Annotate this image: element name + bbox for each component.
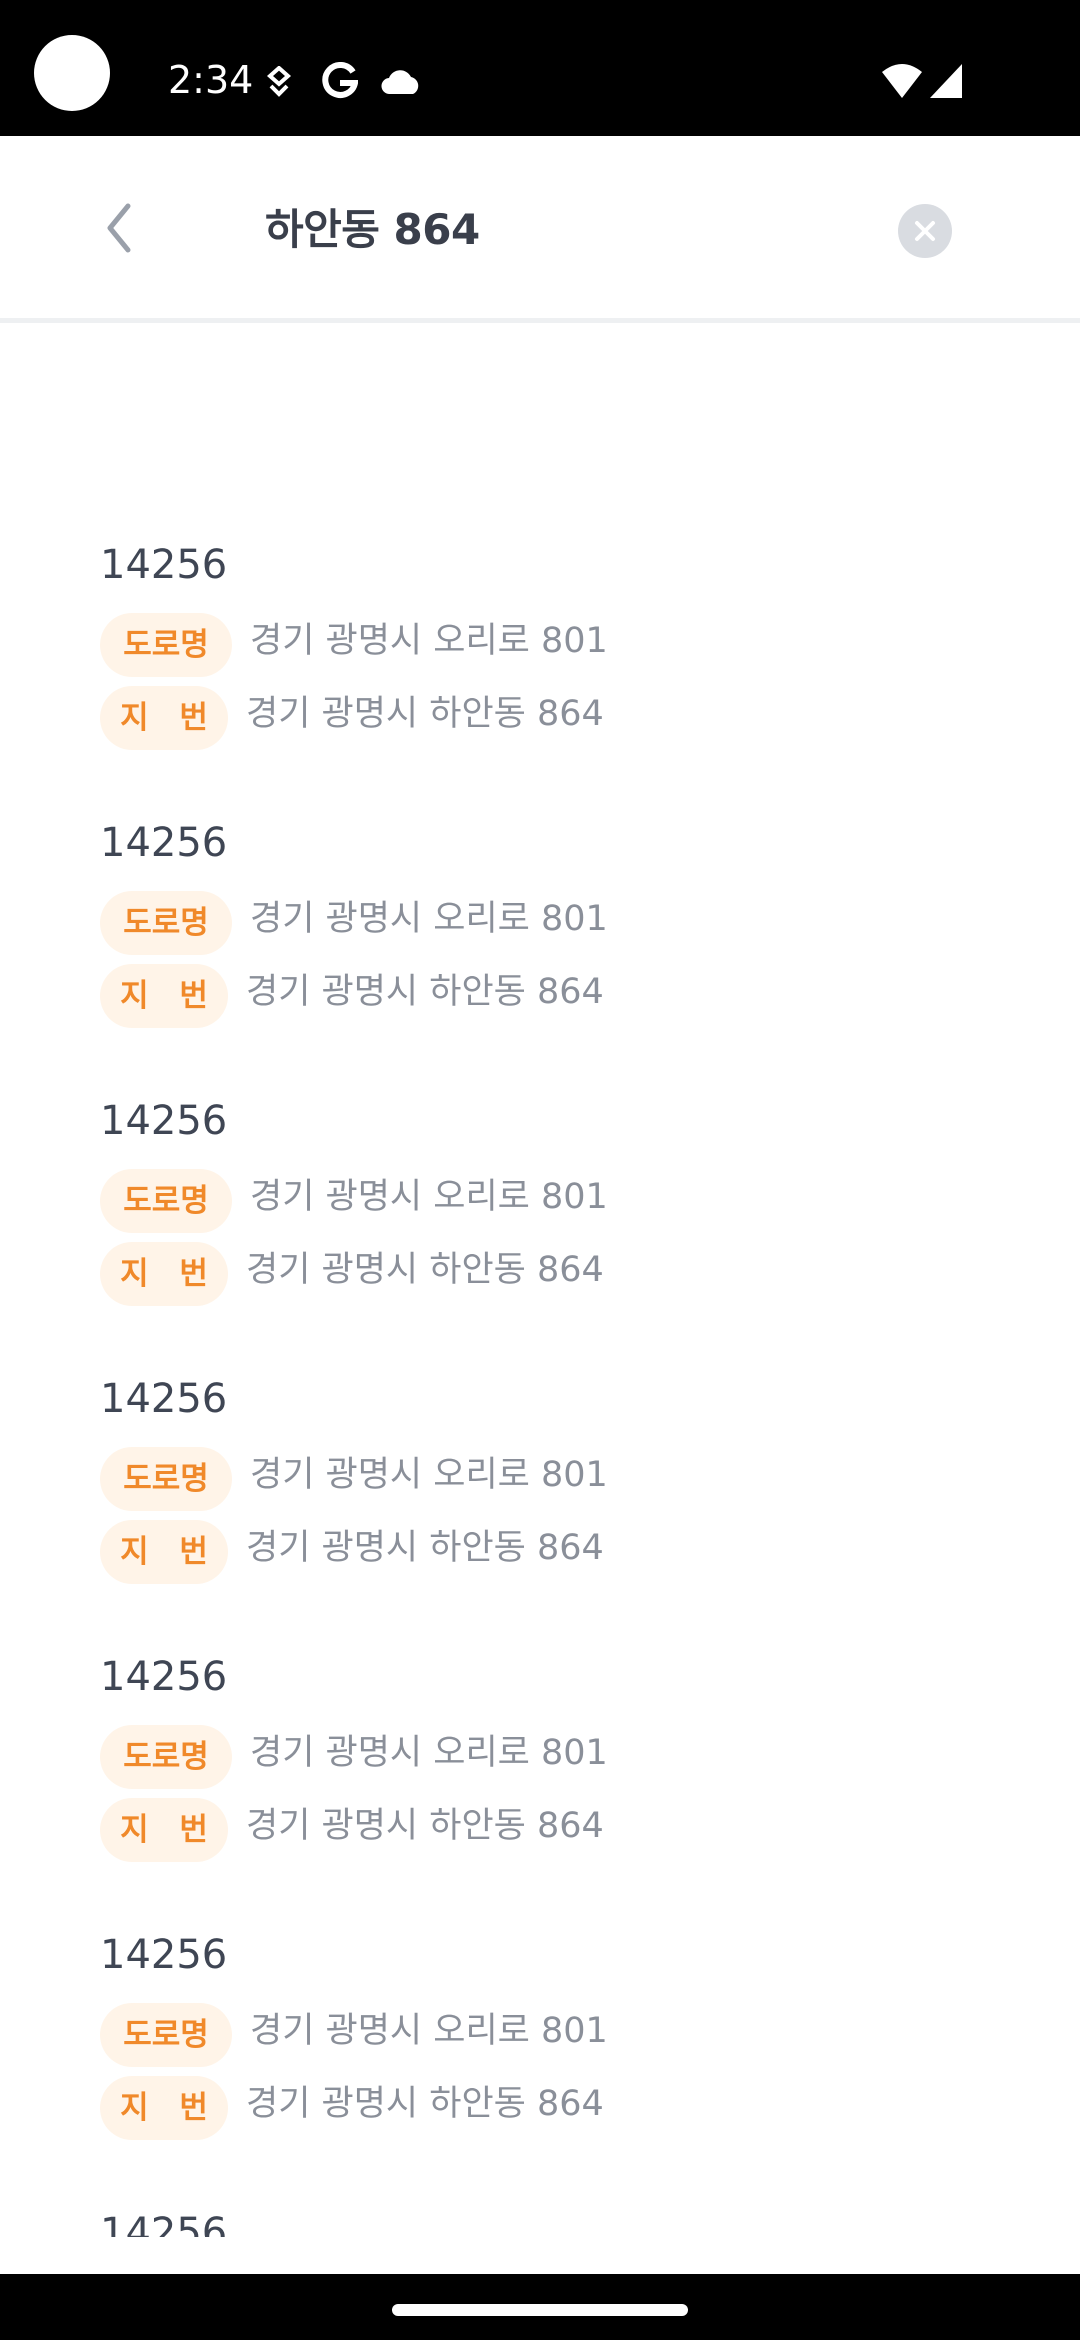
road-name-badge: 도로명 <box>100 2003 232 2067</box>
result-item[interactable]: 14256 도로명 경기 광명시 오리로 801 지 번 경기 광명시 하안동 … <box>100 815 1000 1045</box>
road-address: 경기 광명시 오리로 801 <box>250 1177 608 1217</box>
home-indicator[interactable] <box>392 2304 688 2316</box>
back-button[interactable] <box>90 196 154 260</box>
notification-icon <box>266 66 292 97</box>
result-item[interactable]: 14256 도로명 경기 광명시 오리로 801 지 번 경기 광명시 하안동 … <box>100 1093 1000 1323</box>
result-item[interactable]: 14256 도로명 경기 광명시 오리로 801 지 번 경기 광명시 하안동 … <box>100 537 1000 767</box>
result-item[interactable]: 14256 도로명 경기 광명시 오리로 801 지 번 경기 광명시 하안동 … <box>100 1371 1000 1601</box>
zip-code: 14256 <box>100 1654 228 1700</box>
zip-code: 14256 <box>100 1932 228 1978</box>
lot-address: 경기 광명시 하안동 864 <box>246 2084 604 2124</box>
lot-address: 경기 광명시 하안동 864 <box>246 1528 604 1568</box>
lot-number-badge: 지 번 <box>100 1798 228 1862</box>
address-search-screen: 하안동 864 14256 도로명 경기 광명시 오리로 801 지 번 경기 … <box>0 136 1080 2274</box>
road-name-badge: 도로명 <box>100 1725 232 1789</box>
lot-number-badge: 지 번 <box>100 1520 228 1584</box>
lot-number-badge: 지 번 <box>100 964 228 1028</box>
wifi-icon <box>882 64 922 98</box>
status-bar: 2:34 <box>0 0 1080 136</box>
status-time: 2:34 <box>168 58 254 102</box>
road-name-badge: 도로명 <box>100 891 232 955</box>
zip-code: 14256 <box>100 820 228 866</box>
road-address: 경기 광명시 오리로 801 <box>250 1733 608 1773</box>
close-icon <box>915 221 935 241</box>
zip-code: 14256 <box>100 542 228 588</box>
lot-number-badge: 지 번 <box>100 1242 228 1306</box>
search-input[interactable]: 하안동 864 <box>265 205 480 254</box>
lot-address: 경기 광명시 하안동 864 <box>246 1806 604 1846</box>
search-header: 하안동 864 <box>0 136 1080 323</box>
result-item[interactable]: 14256 도로명 경기 광명시 오리로 801 지 번 경기 광명시 하안동 … <box>100 1927 1000 2157</box>
lot-address: 경기 광명시 하안동 864 <box>246 694 604 734</box>
zip-code: 14256 <box>100 1098 228 1144</box>
result-item[interactable]: 14256 도로명 경기 광명시 오리로 801 지 번 경기 광명시 하안동 … <box>100 1649 1000 1879</box>
lot-address: 경기 광명시 하안동 864 <box>246 972 604 1012</box>
road-name-badge: 도로명 <box>100 1447 232 1511</box>
signal-icon <box>930 64 962 98</box>
camera-cutout <box>34 35 110 111</box>
lot-number-badge: 지 번 <box>100 686 228 750</box>
road-name-badge: 도로명 <box>100 613 232 677</box>
result-item[interactable]: 14256 도로명 경기 광명시 오리로 801 지 번 경기 광명시 하안동 … <box>100 2205 1000 2237</box>
road-name-badge: 도로명 <box>100 1169 232 1233</box>
zip-code: 14256 <box>100 2210 228 2237</box>
zip-code: 14256 <box>100 1376 228 1422</box>
lot-address: 경기 광명시 하안동 864 <box>246 1250 604 1290</box>
road-address: 경기 광명시 오리로 801 <box>250 621 608 661</box>
road-address: 경기 광명시 오리로 801 <box>250 2011 608 2051</box>
road-address: 경기 광명시 오리로 801 <box>250 1455 608 1495</box>
lot-number-badge: 지 번 <box>100 2076 228 2140</box>
road-address: 경기 광명시 오리로 801 <box>250 899 608 939</box>
navigation-bar <box>0 2274 1080 2340</box>
google-icon <box>322 62 358 98</box>
cloud-icon <box>381 70 419 95</box>
result-list: 14256 도로명 경기 광명시 오리로 801 지 번 경기 광명시 하안동 … <box>0 323 1080 2237</box>
clear-search-button[interactable] <box>898 204 952 258</box>
chevron-left-icon <box>107 203 131 253</box>
